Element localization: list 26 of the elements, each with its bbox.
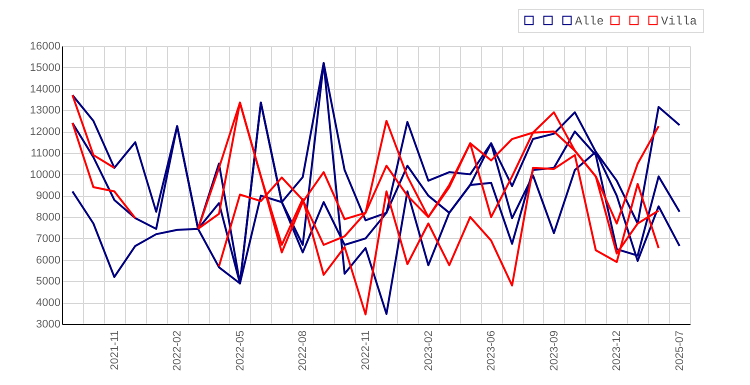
x-tick-label: 2022-08 — [297, 330, 310, 371]
y-tick-label: 10000 — [30, 168, 60, 181]
y-tick-label: 5000 — [36, 276, 60, 288]
y-tick-label: 13000 — [30, 104, 60, 117]
y-tick-label: 9000 — [36, 190, 60, 202]
y-tick-label: 11000 — [30, 147, 60, 160]
x-tick-label: 2023-12 — [611, 330, 624, 371]
legend-label: Villa — [661, 14, 698, 28]
x-tick-label: 2022-02 — [172, 330, 184, 371]
x-tick-label: 2023-02 — [422, 330, 435, 371]
x-tick-label: 2021-11 — [108, 330, 121, 370]
x-tick-label: 2023-09 — [548, 330, 560, 371]
y-tick-label: 6000 — [36, 254, 60, 266]
y-tick-label: 4000 — [36, 297, 60, 310]
x-tick-label: 2023-06 — [486, 330, 498, 371]
y-tick-label: 3000 — [36, 318, 60, 330]
y-tick-label: 12000 — [30, 126, 60, 138]
y-tick-label: 16000 — [30, 40, 60, 52]
legend-label: Alle — [575, 14, 604, 28]
x-tick-label: 2022-05 — [234, 330, 246, 371]
y-tick-label: 8000 — [36, 212, 60, 224]
x-tick-label: 2022-11 — [360, 330, 372, 370]
y-tick-label: 15000 — [30, 62, 60, 74]
y-tick-label: 14000 — [30, 83, 60, 96]
x-tick-label: 2025-07 — [674, 330, 686, 371]
y-tick-label: 7000 — [36, 232, 60, 245]
